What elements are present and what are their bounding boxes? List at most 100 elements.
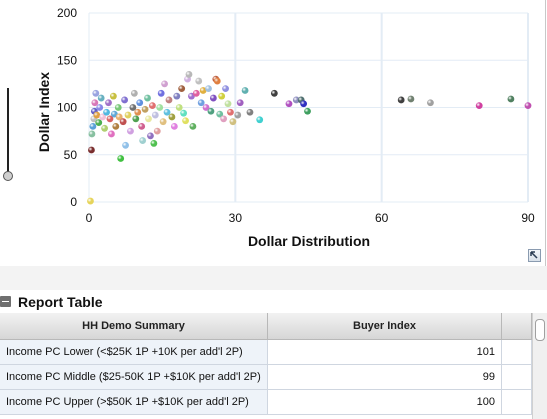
scatter-point[interactable] — [139, 137, 147, 144]
scatter-point[interactable] — [151, 111, 159, 119]
scatter-point[interactable] — [161, 80, 169, 88]
scatter-point[interactable] — [227, 108, 234, 116]
scatter-point[interactable] — [150, 140, 158, 147]
zoom-slider-handle[interactable] — [3, 171, 13, 181]
scatter-point[interactable] — [129, 104, 137, 111]
scatter-point[interactable] — [241, 87, 249, 94]
scatter-point[interactable] — [95, 119, 103, 127]
scatter-point[interactable] — [130, 89, 138, 97]
scatter-point[interactable] — [234, 111, 242, 119]
scatter-point[interactable] — [141, 105, 149, 113]
collapse-icon[interactable] — [0, 296, 11, 307]
scatter-point[interactable] — [256, 116, 264, 124]
scatter-point[interactable] — [117, 155, 125, 162]
scatter-point[interactable] — [108, 130, 115, 138]
scatter-point[interactable] — [97, 94, 105, 102]
expand-chart-button[interactable] — [528, 249, 541, 262]
scatter-point[interactable] — [119, 118, 127, 126]
scatter-point[interactable] — [300, 100, 308, 108]
scatter-point[interactable] — [136, 99, 144, 107]
scatter-point[interactable] — [145, 115, 152, 123]
scatter-point[interactable] — [407, 95, 415, 103]
scatter-point[interactable] — [106, 115, 114, 123]
scatter-point[interactable] — [165, 96, 173, 104]
scatter-point[interactable] — [475, 102, 483, 110]
scatter-point[interactable] — [157, 89, 165, 97]
scatter-point[interactable] — [202, 104, 210, 111]
scatter-point[interactable] — [153, 127, 161, 135]
scatter-point[interactable] — [132, 115, 140, 123]
scatter-point[interactable] — [246, 108, 254, 116]
column-header-buyer-index[interactable]: Buyer Index — [268, 313, 502, 340]
scatter-point[interactable] — [173, 92, 181, 100]
scatter-point[interactable] — [218, 92, 226, 100]
scatter-point[interactable] — [192, 89, 200, 97]
scatter-point[interactable] — [224, 100, 232, 108]
scatter-point[interactable] — [199, 87, 207, 94]
scatter-point[interactable] — [170, 123, 178, 130]
scatter-point[interactable] — [220, 115, 228, 123]
scatter-point[interactable] — [180, 109, 188, 117]
scatter-point[interactable] — [156, 104, 164, 111]
scatter-point[interactable] — [99, 113, 107, 121]
scatter-point[interactable] — [427, 99, 434, 107]
scatter-point[interactable] — [397, 96, 405, 104]
scatter-point[interactable] — [147, 132, 154, 140]
table-scrollbar[interactable] — [532, 313, 547, 419]
scatter-point[interactable] — [114, 104, 122, 111]
scatter-point[interactable] — [182, 117, 189, 125]
scatter-point[interactable] — [92, 89, 100, 97]
scatter-point[interactable] — [138, 123, 146, 130]
scrollbar-thumb[interactable] — [535, 319, 545, 341]
scatter-point[interactable] — [213, 77, 221, 85]
table-row[interactable]: Income PC Middle ($25-50K 1P +$10K per a… — [0, 365, 532, 390]
scatter-point[interactable] — [121, 96, 129, 104]
scatter-point[interactable] — [270, 89, 278, 97]
scatter-point[interactable] — [88, 146, 95, 154]
scatter-point[interactable] — [229, 118, 237, 126]
scatter-point[interactable] — [178, 85, 186, 92]
scatter-point[interactable] — [109, 92, 117, 100]
scatter-point[interactable] — [89, 123, 97, 130]
scatter-point[interactable] — [127, 127, 134, 135]
scatter-point[interactable] — [195, 77, 203, 85]
scatter-point[interactable] — [185, 71, 193, 78]
scatter-point[interactable] — [207, 107, 215, 115]
scatter-point[interactable] — [87, 197, 94, 205]
scatter-point[interactable] — [101, 124, 109, 132]
column-header-hh-demo-summary[interactable]: HH Demo Summary — [0, 313, 268, 340]
x-tick-label: 30 — [229, 211, 243, 225]
scatter-point[interactable] — [93, 111, 101, 119]
scatter-point[interactable] — [115, 113, 123, 121]
scatter-point[interactable] — [149, 102, 156, 110]
scatter-point[interactable] — [507, 95, 515, 103]
scatter-point[interactable] — [96, 104, 104, 111]
scatter-point[interactable] — [205, 85, 212, 92]
scatter-point[interactable] — [209, 94, 217, 102]
scatter-point[interactable] — [189, 123, 197, 130]
scatter-point[interactable] — [103, 108, 110, 116]
zoom-slider-track[interactable] — [7, 88, 9, 174]
scatter-point[interactable] — [112, 123, 120, 130]
scatter-point[interactable] — [197, 99, 205, 107]
scatter-point[interactable] — [122, 141, 129, 149]
scatter-point[interactable] — [222, 85, 229, 92]
scatter-point[interactable] — [159, 118, 167, 126]
table-row[interactable]: Income PC Upper (>$50K 1P +$10K per add'… — [0, 390, 532, 415]
scatter-point[interactable] — [163, 108, 171, 116]
scatter-point[interactable] — [524, 102, 532, 110]
table-row[interactable]: Income PC Lower (<$25K 1P +10K per add'l… — [0, 340, 532, 365]
scatter-point[interactable] — [144, 94, 151, 102]
scatter-point[interactable] — [168, 113, 176, 121]
scatter-point[interactable] — [304, 107, 311, 115]
scatter-point[interactable] — [91, 99, 99, 107]
scatter-point[interactable] — [134, 108, 142, 116]
scatter-point[interactable] — [292, 96, 300, 104]
scatter-point[interactable] — [105, 99, 112, 107]
scatter-point[interactable] — [175, 104, 183, 111]
scatter-point[interactable] — [236, 99, 244, 107]
scatter-point[interactable] — [124, 111, 132, 119]
scatter-point[interactable] — [216, 110, 224, 118]
scatter-point[interactable] — [285, 100, 293, 108]
scatter-point[interactable] — [88, 130, 96, 138]
